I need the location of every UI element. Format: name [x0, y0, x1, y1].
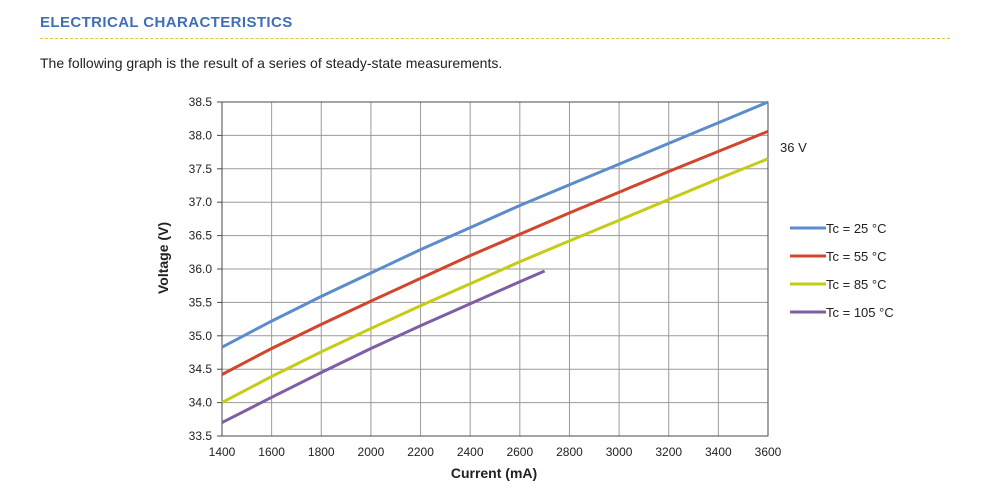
x-tick-label: 3000: [606, 445, 633, 459]
y-tick-label: 33.5: [189, 429, 213, 443]
series-line-1: [221, 130, 769, 376]
series-line-2: [221, 157, 769, 404]
y-tick-label: 37.5: [189, 162, 213, 176]
x-tick-label: 2600: [506, 445, 533, 459]
y-tick-label: 36.5: [189, 229, 213, 243]
legend-label-1: Tc = 55 °C: [826, 249, 886, 264]
section-title: ELECTRICAL CHARACTERISTICS: [40, 14, 293, 31]
y-tick-label: 34.0: [189, 396, 213, 410]
section-divider: [40, 38, 950, 39]
x-axis-ticks: 1400 1600 1800 2000 2200 2400 2600 2800 3000 3200…: [209, 445, 782, 459]
legend-label-2: Tc = 85 °C: [826, 277, 886, 292]
x-tick-label: 1600: [258, 445, 285, 459]
y-tick-label: 38.0: [189, 128, 213, 142]
x-tick-label: 2400: [457, 445, 484, 459]
legend-label-3: Tc = 105 °C: [826, 305, 894, 320]
y-tick-label: 35.0: [189, 329, 213, 343]
plot-area: [217, 101, 769, 437]
x-tick-label: 2200: [407, 445, 434, 459]
x-tick-label: 3400: [705, 445, 732, 459]
y-tick-label: 35.5: [189, 295, 213, 309]
legend-label-0: Tc = 25 °C: [826, 221, 886, 236]
chart-legend: Tc = 25 °C Tc = 55 °C Tc = 85 °C Tc = 105 °…: [790, 221, 894, 320]
series-line-0: [221, 100, 769, 349]
x-tick-label: 3200: [655, 445, 682, 459]
x-axis-title: Current (mA): [451, 465, 537, 481]
intro-text: The following graph is the result of a s…: [40, 55, 503, 71]
series-line-3: [221, 269, 546, 424]
y-tick-label: 36.0: [189, 262, 213, 276]
y-axis-ticks: 33.5 34.0 34.5 35.0 35.5 36.0 36.5 37.0 37.5 38.0…: [189, 95, 213, 443]
y-tick-label: 37.0: [189, 195, 213, 209]
x-tick-label: 2800: [556, 445, 583, 459]
voltage-annotation: 36 V: [780, 140, 807, 155]
x-tick-label: 2000: [358, 445, 385, 459]
x-tick-label: 3600: [755, 445, 782, 459]
x-tick-label: 1400: [209, 445, 236, 459]
y-axis-title: Voltage (V): [155, 222, 171, 294]
chart-grid: [221, 101, 769, 437]
y-tick-label: 34.5: [189, 362, 213, 376]
x-tick-label: 1800: [308, 445, 335, 459]
chart-lines: [221, 100, 769, 424]
y-tick-label: 38.5: [189, 95, 213, 109]
